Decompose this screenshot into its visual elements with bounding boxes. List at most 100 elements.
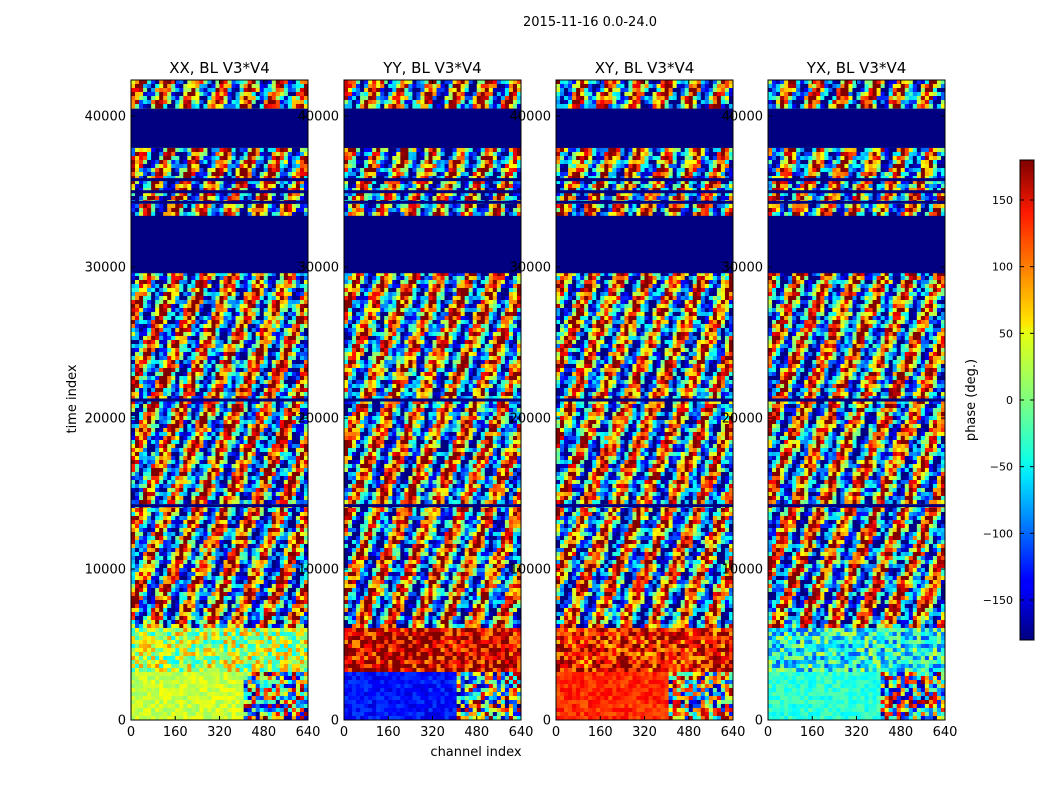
heatmap-cell xyxy=(151,92,156,97)
heatmap-cell xyxy=(255,540,261,545)
heatmap-cell xyxy=(179,192,184,197)
heatmap-cell xyxy=(223,368,229,373)
heatmap-cell xyxy=(167,208,172,213)
heatmap-cell xyxy=(223,544,229,549)
heatmap-cell xyxy=(139,424,144,429)
heatmap-cell xyxy=(143,480,148,485)
heatmap-cell xyxy=(243,372,249,377)
heatmap-cell xyxy=(147,448,152,453)
heatmap-cell xyxy=(171,512,176,517)
heatmap-cell xyxy=(167,516,172,521)
heatmap-cell xyxy=(227,548,233,553)
heatmap-cell xyxy=(135,400,140,405)
heatmap-cell xyxy=(247,492,253,497)
heatmap-cell xyxy=(263,168,269,173)
heatmap-cell xyxy=(147,80,152,85)
heatmap-cell xyxy=(251,532,257,537)
heatmap-cell xyxy=(139,80,144,85)
heatmap-cell xyxy=(247,444,253,449)
heatmap-cell xyxy=(167,96,172,101)
heatmap-cell xyxy=(303,544,308,549)
heatmap-cell xyxy=(247,104,253,109)
heatmap-cell xyxy=(187,396,192,401)
heatmap-cell xyxy=(251,384,257,389)
heatmap-cell xyxy=(203,328,209,333)
heatmap-cell xyxy=(279,572,285,577)
heatmap-cell xyxy=(267,400,273,405)
heatmap-cell xyxy=(243,468,249,473)
heatmap-cell xyxy=(283,484,289,489)
heatmap-cell xyxy=(179,280,184,285)
heatmap-cell xyxy=(239,336,245,341)
heatmap-cell xyxy=(259,284,265,289)
heatmap-cell xyxy=(179,584,184,589)
heatmap-cell xyxy=(259,96,265,101)
heatmap-cell xyxy=(219,160,225,165)
heatmap-cell xyxy=(255,84,261,89)
heatmap-cell xyxy=(223,376,229,381)
heatmap-cell xyxy=(203,624,209,629)
heatmap-cell xyxy=(299,376,305,381)
heatmap-cell xyxy=(207,532,213,537)
heatmap-cell xyxy=(255,336,261,341)
heatmap-cell xyxy=(267,496,273,501)
heatmap-cell xyxy=(259,428,265,433)
heatmap-cell xyxy=(271,180,277,185)
heatmap-cell xyxy=(215,84,221,89)
heatmap-cell xyxy=(287,360,293,365)
heatmap-cell xyxy=(159,168,164,173)
heatmap-cell xyxy=(263,612,269,617)
heatmap-cell xyxy=(215,296,221,301)
heatmap-cell xyxy=(287,612,293,617)
heatmap-cell xyxy=(179,88,184,93)
heatmap-cell xyxy=(219,544,225,549)
heatmap-cell xyxy=(211,356,217,361)
heatmap-cell xyxy=(235,336,241,341)
heatmap-cell xyxy=(227,560,233,565)
heatmap-cell xyxy=(231,396,237,401)
heatmap-cell xyxy=(279,396,285,401)
heatmap-cell xyxy=(251,340,257,345)
heatmap-cell xyxy=(267,480,273,485)
heatmap-cell xyxy=(147,364,152,369)
heatmap-cell xyxy=(267,312,273,317)
heatmap-cell xyxy=(143,492,148,497)
heatmap-cell xyxy=(255,516,261,521)
heatmap-cell xyxy=(175,312,180,317)
heatmap-cell xyxy=(231,432,237,437)
heatmap-cell xyxy=(303,412,308,417)
heatmap-cell xyxy=(175,620,180,625)
heatmap-cell xyxy=(291,548,297,553)
heatmap-cell xyxy=(219,468,225,473)
heatmap-cell xyxy=(291,312,297,317)
heatmap-cell xyxy=(219,308,225,313)
heatmap-cell xyxy=(255,432,261,437)
heatmap-cell xyxy=(175,476,180,481)
heatmap-cell xyxy=(267,544,273,549)
heatmap-cell xyxy=(243,540,249,545)
heatmap-cell xyxy=(203,596,209,601)
heatmap-cell xyxy=(179,472,184,477)
heatmap-cell xyxy=(295,192,301,197)
heatmap-cell xyxy=(223,204,229,209)
heatmap-cell xyxy=(223,540,229,545)
heatmap-cell xyxy=(207,360,213,365)
heatmap-cell xyxy=(223,308,229,313)
heatmap-cell xyxy=(215,204,221,209)
heatmap-cell xyxy=(299,100,305,105)
heatmap-cell xyxy=(139,416,144,421)
heatmap-cell xyxy=(299,412,305,417)
heatmap-cell xyxy=(275,84,281,89)
heatmap-cell xyxy=(303,408,308,413)
heatmap-cell xyxy=(135,440,140,445)
heatmap-cell xyxy=(131,352,136,357)
heatmap-cell xyxy=(243,512,249,517)
heatmap-cell xyxy=(199,540,205,545)
heatmap-cell xyxy=(211,580,217,585)
heatmap-cell xyxy=(195,500,200,505)
heatmap-cell xyxy=(223,496,229,501)
heatmap-cell xyxy=(159,372,164,377)
heatmap-cell xyxy=(179,400,184,405)
heatmap-cell xyxy=(215,424,221,429)
heatmap-cell xyxy=(179,416,184,421)
